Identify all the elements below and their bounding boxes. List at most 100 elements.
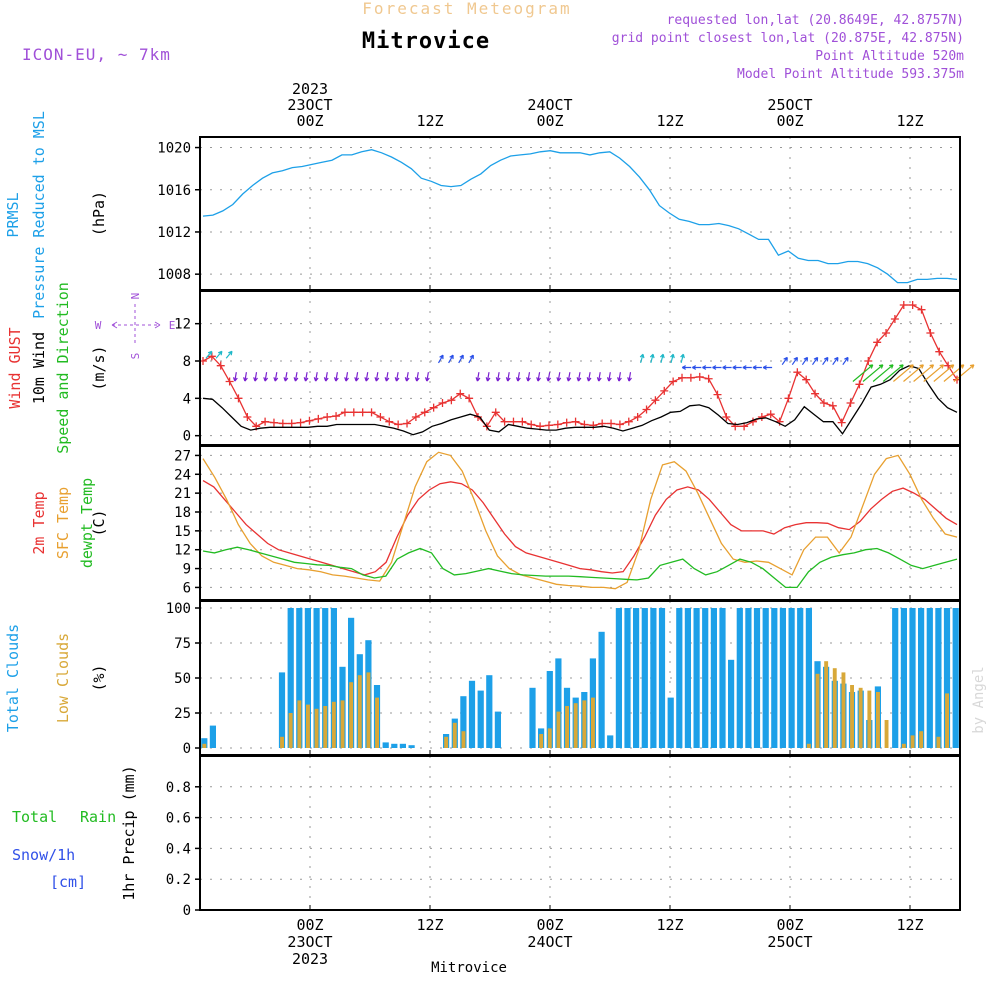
gust-marker xyxy=(314,414,323,423)
total-cloud-bar xyxy=(779,608,786,748)
total-cloud-bar xyxy=(615,608,622,748)
total-cloud-bar xyxy=(805,608,812,748)
side-label: Low Clouds xyxy=(54,633,72,723)
panel-precip: 0 0.2 0.4 0.6 0.8 1hr Precip (mm) Total Rain Sno… xyxy=(12,755,961,919)
total-cloud-bar xyxy=(900,608,907,748)
panel-frame xyxy=(199,755,961,911)
gust-marker xyxy=(509,417,518,426)
total-cloud-bar xyxy=(555,658,562,748)
side-label: Rain xyxy=(80,808,116,826)
gridlines xyxy=(200,756,960,911)
gust-marker xyxy=(429,403,438,412)
forecast-title: Forecast Meteogram xyxy=(362,0,571,18)
wind-arrow xyxy=(576,372,582,382)
y-tick-label: 100 xyxy=(166,601,191,617)
side-label: 10m Wind xyxy=(30,332,48,404)
top-time-label: 2023 xyxy=(292,80,328,98)
bottom-time-label: 2023 xyxy=(292,950,328,968)
gust-marker xyxy=(890,315,899,323)
y-tick-label: 1012 xyxy=(157,225,191,241)
wind-arrow xyxy=(232,372,238,382)
wind-arrow xyxy=(448,354,454,364)
gust-marker xyxy=(642,405,651,414)
gust-marker xyxy=(651,396,660,405)
location-title: Mitrovice xyxy=(362,29,490,54)
wind-arrow xyxy=(893,364,914,382)
gust-marker xyxy=(837,418,846,427)
gust-marker xyxy=(802,375,811,384)
gust-marker xyxy=(234,394,243,403)
bottom-time-label: 25OCT xyxy=(767,933,812,951)
y-tick-label: 4 xyxy=(183,391,191,407)
low-cloud-bar xyxy=(323,706,328,748)
total-cloud-bar xyxy=(943,608,951,748)
wind-arrow xyxy=(752,365,762,370)
low-cloud-bar xyxy=(314,708,319,748)
wind-arrow xyxy=(283,372,289,382)
gust-marker xyxy=(527,420,536,429)
low-cloud-bar xyxy=(306,704,310,748)
requested-coords: requested lon,lat (20.8649E, 42.8757N) xyxy=(667,13,964,28)
total-cloud-bar xyxy=(719,608,726,748)
wind-arrow xyxy=(681,365,692,370)
gust-marker xyxy=(811,389,820,398)
low-cloud-bar xyxy=(556,711,561,748)
y-tick-label: 1016 xyxy=(157,183,191,199)
bottom-time-label: 00Z xyxy=(536,916,563,934)
y-tick-label: 6 xyxy=(183,580,191,596)
wind-arrow xyxy=(953,364,975,382)
low-cloud-bar xyxy=(806,743,811,748)
series-line xyxy=(202,546,958,589)
side-label: SFC Temp xyxy=(54,487,72,559)
gust-marker xyxy=(553,420,562,429)
wind-arrow xyxy=(832,356,839,366)
wind-arrow xyxy=(852,364,874,382)
total-cloud-bar xyxy=(287,608,294,748)
wind-arrow xyxy=(344,372,349,382)
gust-marker xyxy=(678,373,687,382)
y-tick-label: 12 xyxy=(174,543,191,559)
bottom-time-label: 00Z xyxy=(296,916,323,934)
side-label: Wind GUST xyxy=(6,327,24,408)
unit-label: (hPa) xyxy=(90,191,108,236)
wind-arrow xyxy=(505,372,511,382)
gust-marker xyxy=(438,399,447,407)
total-cloud-bar xyxy=(201,738,208,748)
top-time-label: 12Z xyxy=(896,112,923,130)
total-cloud-bar xyxy=(529,687,536,748)
wind-arrow xyxy=(354,372,360,382)
wind-arrow xyxy=(215,350,223,359)
y-tick-label: 12 xyxy=(174,317,191,333)
low-cloud-bar xyxy=(884,720,889,748)
top-time-label: 00Z xyxy=(776,112,803,130)
wind-arrow xyxy=(596,372,602,382)
gust-marker xyxy=(766,410,775,419)
wind-arrow xyxy=(475,372,481,382)
side-label: Snow/1h xyxy=(12,846,75,864)
side-label: [cm] xyxy=(50,873,86,891)
gust-marker xyxy=(917,305,926,314)
wind-arrow xyxy=(659,353,665,364)
gust-marker xyxy=(704,374,713,383)
total-cloud-bar xyxy=(762,608,769,748)
bottom-time-label: 00Z xyxy=(776,916,803,934)
gust-marker xyxy=(305,416,314,425)
watermark: by Angel xyxy=(971,666,987,733)
wind-arrow xyxy=(566,372,572,382)
low-cloud-bar xyxy=(565,706,569,748)
gust-marker xyxy=(358,408,367,417)
low-cloud-bar xyxy=(349,682,354,748)
low-cloud-bar xyxy=(280,736,284,748)
gust-marker xyxy=(500,417,509,426)
gust-marker xyxy=(908,301,917,309)
side-label: Pressure Reduced to MSL xyxy=(30,111,48,319)
wind-arrow xyxy=(424,372,430,382)
total-cloud-bar xyxy=(745,608,752,748)
low-cloud-bar xyxy=(936,736,941,748)
wind-arrow xyxy=(842,356,849,366)
low-cloud-bar xyxy=(815,673,820,748)
wind-arrow xyxy=(263,372,269,382)
panel-pressure: 1008 1012 1016 1020 (hPa) PRMSL Pressure Reduc… xyxy=(4,111,961,319)
